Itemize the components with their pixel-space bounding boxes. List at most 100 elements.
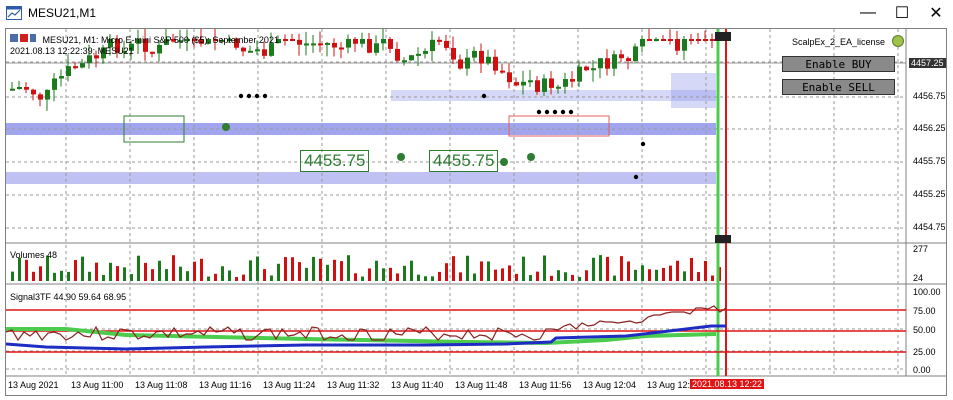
time-label: 13 Aug 2021 (8, 380, 59, 390)
volume-bar (571, 274, 574, 281)
volume-bar (18, 257, 21, 281)
candle-body (143, 39, 148, 52)
candle-body (458, 59, 463, 69)
price-label: 4456.75 (913, 91, 946, 101)
candle-body (24, 87, 29, 90)
volume-bar (214, 273, 217, 281)
candle-body (479, 50, 484, 64)
volume-bar (368, 268, 371, 281)
chart-area[interactable]: MESU21, M1: Micro E-mini S&P 500 ($5): S… (5, 28, 947, 396)
signal-line-brown (6, 305, 727, 342)
volume-bar (431, 276, 434, 281)
volume-bar (165, 269, 168, 281)
volume-bar (375, 260, 378, 281)
signal-dot (560, 109, 566, 115)
volume-bar (347, 255, 350, 281)
volume-bar (249, 260, 252, 281)
volume-bar (452, 256, 455, 281)
candle-body (318, 43, 323, 46)
candle-body (703, 39, 708, 41)
candle-body (451, 47, 456, 60)
candle-body (290, 39, 295, 41)
candle-body (38, 94, 43, 100)
volume-bar (312, 256, 315, 281)
candle-body (297, 39, 302, 45)
signal-axis-label: 25.00 (913, 347, 936, 357)
maximize-button[interactable]: ☐ (894, 5, 910, 22)
volume-bar (123, 267, 126, 281)
current-price-label: 4457.25 (909, 58, 946, 68)
candle-body (388, 39, 393, 49)
volume-bar (298, 262, 301, 281)
entry-dot (527, 153, 535, 161)
volume-bar (403, 265, 406, 281)
time-label: 13 Aug 12: (647, 380, 691, 390)
ea-name-label: ScalpEx_2_EA_license (792, 37, 886, 47)
volume-bar (676, 260, 679, 281)
volume-bar (137, 255, 140, 281)
candle-body (647, 39, 652, 41)
candle-body (101, 47, 106, 59)
signal-dot (262, 93, 268, 99)
candle-body (87, 55, 92, 64)
candle-body (395, 48, 400, 61)
volume-bar (704, 260, 707, 281)
candle-body (45, 89, 50, 100)
price-marker-1: 4455.75 (300, 150, 370, 172)
volume-bar (221, 266, 224, 281)
candle-body (528, 80, 533, 83)
volume-bar (116, 266, 119, 281)
signal-axis-label: 0.00 (913, 365, 931, 375)
price-label: 4454.75 (913, 222, 946, 232)
signal-dot (238, 93, 244, 99)
time-cursor-label: 2021.08.13 12:22 (690, 379, 765, 389)
signal-dot (633, 174, 639, 180)
candle-body (465, 57, 470, 69)
entry-dot (397, 153, 405, 161)
volume-bar (88, 271, 91, 281)
volume-bar (179, 266, 182, 281)
app-icon (6, 6, 22, 20)
candle-body (73, 66, 78, 69)
volume-axis-label: 24 (913, 273, 924, 283)
volume-bar (277, 263, 280, 281)
volume-bar (529, 275, 532, 281)
candle-body (269, 43, 274, 56)
signal-line-green (6, 327, 717, 346)
signal-dot (246, 93, 252, 99)
candle-body (584, 66, 589, 71)
candle-body (549, 78, 554, 88)
enable-sell-button[interactable]: Enable SELL (782, 79, 895, 95)
volume-bar (487, 261, 490, 281)
volume-bar (67, 271, 70, 281)
volume-bar (641, 265, 644, 281)
volume-bar (186, 271, 189, 281)
volume-bar (228, 270, 231, 281)
time-label: 13 Aug 11:16 (199, 380, 252, 390)
volume-bar (613, 275, 616, 281)
candle-body (577, 66, 582, 82)
volume-bar (564, 272, 567, 281)
time-label: 13 Aug 11:56 (519, 380, 572, 390)
candle-body (66, 66, 71, 77)
volume-bar (606, 256, 609, 281)
candle-body (640, 39, 645, 47)
candle-body (444, 40, 449, 48)
volume-bar (284, 257, 287, 281)
candle-body (472, 50, 477, 58)
candle-body (283, 39, 288, 41)
volume-bar (382, 268, 385, 281)
minimize-button[interactable]: — (860, 4, 876, 21)
support-band (6, 172, 716, 184)
candle-body (255, 49, 260, 52)
volume-bar (543, 255, 546, 281)
candle-body (374, 43, 379, 53)
price-label: 4455.75 (913, 156, 946, 166)
candle-body (507, 72, 512, 83)
close-button[interactable]: ✕ (929, 5, 943, 22)
candle-body (654, 39, 659, 41)
volume-bar (445, 263, 448, 281)
candle-body (157, 44, 162, 54)
enable-buy-button[interactable]: Enable BUY (782, 56, 895, 72)
signal-axis-label: 100.00 (913, 287, 941, 297)
